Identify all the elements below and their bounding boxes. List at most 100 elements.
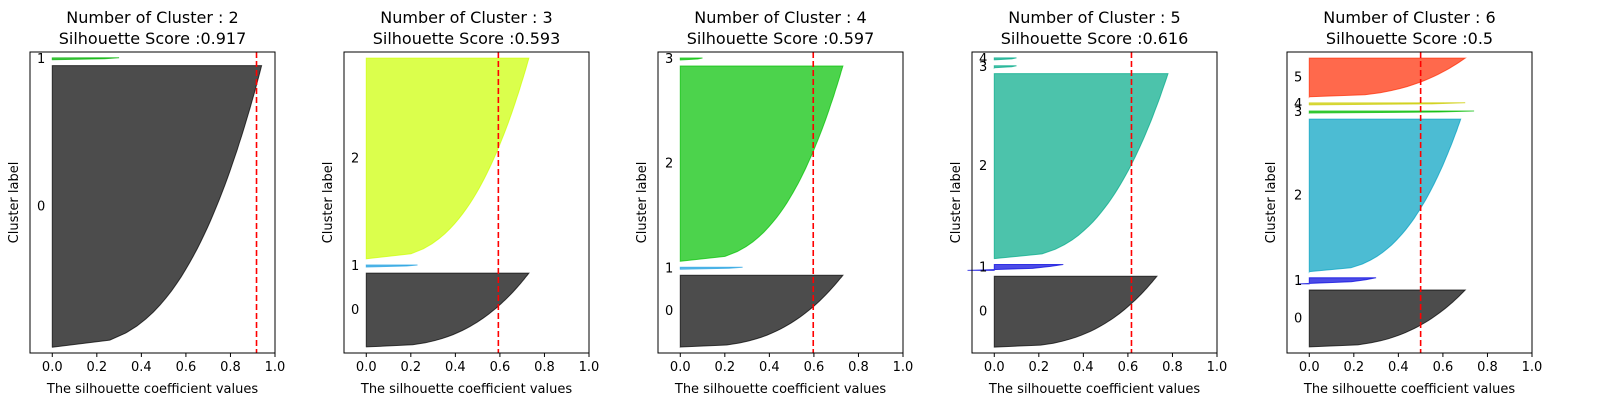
silhouette-cluster-1 xyxy=(365,264,418,268)
chart-subtitle: Silhouette Score :0.593 xyxy=(373,29,561,48)
silhouette-cluster-2 xyxy=(679,65,844,262)
y-axis-label: Cluster label xyxy=(949,162,964,244)
x-tick-label: 0.4 xyxy=(1388,360,1409,375)
chart-panel-1: 0 1 0.0 0.2 0.4 0.6 0.8 1.0 Number of Cluster : … xyxy=(7,8,285,397)
cluster-label-0: 0 xyxy=(37,199,45,214)
chart-panel-3: 0 1 2 3 0.0 0.2 0.4 0.6 0.8 1.0 Number of Cluster … xyxy=(635,8,913,397)
chart-title: Number of Cluster : 5 xyxy=(1008,8,1180,27)
silhouette-cluster-1 xyxy=(679,266,743,270)
cluster-label-1: 1 xyxy=(979,260,987,275)
silhouette-cluster-5 xyxy=(1308,57,1467,99)
x-axis-label: The silhouette coefficient values xyxy=(988,382,1200,397)
x-tick-label: 0.8 xyxy=(534,360,555,375)
silhouette-cluster-4 xyxy=(1308,102,1466,106)
cluster-label-3: 3 xyxy=(665,52,673,67)
x-tick-label: 0.2 xyxy=(714,360,735,375)
x-tick-label: 0.8 xyxy=(848,360,869,375)
x-tick-label: 0.6 xyxy=(176,360,197,375)
silhouette-cluster-3 xyxy=(679,57,703,61)
silhouette-cluster-3 xyxy=(993,65,1017,70)
x-tick-label: 0.6 xyxy=(804,360,825,375)
chart-subtitle: Silhouette Score :0.917 xyxy=(59,29,247,48)
cluster-label-4: 4 xyxy=(1294,97,1302,112)
x-tick-label: 0.6 xyxy=(1433,360,1454,375)
silhouette-cluster-1 xyxy=(1298,277,1377,285)
x-tick-label: 0.0 xyxy=(42,360,63,375)
y-axis-label: Cluster label xyxy=(1264,162,1279,244)
cluster-label-1: 1 xyxy=(1294,274,1302,289)
cluster-label-2: 2 xyxy=(351,151,359,166)
x-tick-label: 0.0 xyxy=(984,360,1005,375)
x-tick-label: 0.8 xyxy=(1477,360,1498,375)
x-axis-label: The silhouette coefficient values xyxy=(360,382,572,397)
x-tick-label: 0.6 xyxy=(1118,360,1139,375)
x-tick-label: 0.2 xyxy=(1028,360,1049,375)
silhouette-cluster-0 xyxy=(1308,289,1467,348)
cluster-label-0: 0 xyxy=(1294,311,1302,326)
cluster-label-2: 2 xyxy=(665,157,673,172)
x-tick-label: 1.0 xyxy=(265,360,286,375)
y-axis-label: Cluster label xyxy=(321,162,336,244)
silhouette-cluster-2 xyxy=(1308,118,1462,274)
x-tick-label: 1.0 xyxy=(893,360,914,375)
plot-frame xyxy=(29,51,276,354)
plot-frame xyxy=(343,51,590,354)
silhouette-cluster-3 xyxy=(1308,110,1475,114)
silhouette-cluster-4 xyxy=(993,57,1017,61)
chart-subtitle: Silhouette Score :0.5 xyxy=(1326,29,1493,48)
chart-title: Number of Cluster : 3 xyxy=(380,8,552,27)
x-tick-label: 0.4 xyxy=(1073,360,1094,375)
cluster-label-4: 4 xyxy=(979,52,987,67)
x-tick-label: 0.2 xyxy=(86,360,107,375)
x-tick-label: 1.0 xyxy=(1522,360,1543,375)
x-tick-label: 0.4 xyxy=(131,360,152,375)
silhouette-cluster-1 xyxy=(967,263,1064,271)
x-tick-label: 0.4 xyxy=(445,360,466,375)
silhouette-cluster-2 xyxy=(993,73,1169,260)
x-tick-label: 0.0 xyxy=(356,360,377,375)
x-tick-label: 0.4 xyxy=(759,360,780,375)
cluster-label-3: 3 xyxy=(1294,105,1302,120)
silhouette-cluster-0 xyxy=(365,272,530,348)
x-axis-label: The silhouette coefficient values xyxy=(674,382,886,397)
y-axis-label: Cluster label xyxy=(635,162,650,244)
chart-title: Number of Cluster : 4 xyxy=(694,8,866,27)
x-tick-label: 0.0 xyxy=(1299,360,1320,375)
chart-subtitle: Silhouette Score :0.616 xyxy=(1001,29,1189,48)
plot-frame xyxy=(1286,51,1533,354)
cluster-label-1: 1 xyxy=(665,261,673,276)
chart-title: Number of Cluster : 2 xyxy=(66,8,238,27)
x-axis-label: The silhouette coefficient values xyxy=(1303,382,1515,397)
x-tick-label: 0.8 xyxy=(1162,360,1183,375)
y-axis-label: Cluster label xyxy=(7,162,22,244)
cluster-label-0: 0 xyxy=(351,303,359,318)
chart-subtitle: Silhouette Score :0.597 xyxy=(687,29,875,48)
x-tick-label: 0.2 xyxy=(400,360,421,375)
silhouette-cluster-0 xyxy=(679,274,844,349)
cluster-label-0: 0 xyxy=(979,305,987,320)
x-tick-label: 0.6 xyxy=(490,360,511,375)
plot-frame xyxy=(657,51,904,354)
x-tick-label: 0.0 xyxy=(670,360,691,375)
cluster-label-1: 1 xyxy=(37,52,45,67)
x-tick-label: 0.8 xyxy=(220,360,241,375)
silhouette-cluster-0 xyxy=(993,275,1158,348)
silhouette-cluster-2 xyxy=(365,57,530,260)
chart-title: Number of Cluster : 6 xyxy=(1323,8,1495,27)
x-tick-label: 0.2 xyxy=(1343,360,1364,375)
cluster-label-1: 1 xyxy=(351,259,359,274)
chart-panel-4: 0 1 2 34 0.0 0.2 0.4 0.6 0.8 1.0 Number of Cluster… xyxy=(949,8,1227,397)
x-tick-label: 1.0 xyxy=(579,360,600,375)
x-axis-label: The silhouette coefficient values xyxy=(46,382,258,397)
cluster-label-5: 5 xyxy=(1294,70,1302,85)
chart-panel-5: 0 1 2 34 5 0.0 0.2 0.4 0.6 0.8 1.0 Number of Cluste… xyxy=(1264,8,1542,397)
silhouette-cluster-1 xyxy=(51,57,120,61)
cluster-label-3: 3 xyxy=(979,60,987,75)
x-tick-label: 1.0 xyxy=(1207,360,1228,375)
cluster-label-2: 2 xyxy=(979,159,987,174)
plot-frame xyxy=(971,51,1218,354)
cluster-label-2: 2 xyxy=(1294,188,1302,203)
cluster-label-0: 0 xyxy=(665,304,673,319)
